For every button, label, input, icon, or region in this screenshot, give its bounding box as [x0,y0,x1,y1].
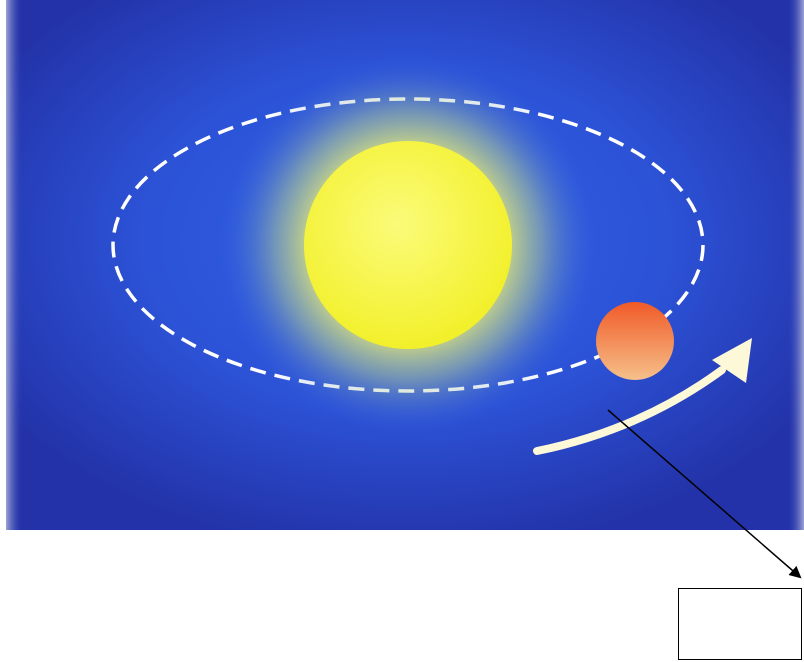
sun-core [304,141,512,349]
pointer-arrow [607,409,802,579]
curved-arrow-icon [533,338,752,455]
planet-icon [596,302,674,380]
answer-box[interactable] [678,588,802,660]
sun-icon [218,55,598,435]
